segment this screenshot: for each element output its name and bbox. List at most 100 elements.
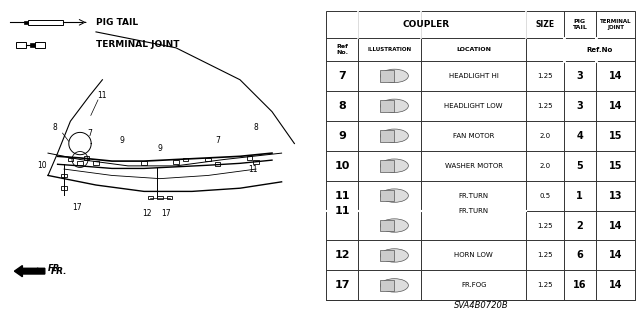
Text: 5: 5 — [577, 161, 583, 171]
FancyBboxPatch shape — [326, 11, 636, 300]
Text: COUPLER: COUPLER — [403, 20, 450, 29]
Text: Ref.No: Ref.No — [586, 47, 612, 53]
Text: 14: 14 — [609, 71, 622, 81]
Ellipse shape — [381, 99, 408, 113]
Text: SVA4B0720B: SVA4B0720B — [454, 301, 508, 310]
Text: 1.25: 1.25 — [537, 73, 553, 79]
Text: 10: 10 — [335, 161, 350, 171]
Text: FAN MOTOR: FAN MOTOR — [453, 133, 494, 139]
Text: 1.25: 1.25 — [537, 103, 553, 109]
Ellipse shape — [381, 129, 408, 143]
FancyBboxPatch shape — [61, 174, 67, 177]
Text: FR.FOG: FR.FOG — [461, 282, 486, 288]
Text: 14: 14 — [609, 250, 622, 260]
FancyBboxPatch shape — [68, 158, 73, 161]
FancyBboxPatch shape — [380, 190, 394, 202]
FancyBboxPatch shape — [61, 186, 67, 190]
Text: 10: 10 — [36, 161, 47, 170]
Text: 11: 11 — [335, 205, 350, 216]
Text: HORN LOW: HORN LOW — [454, 252, 493, 258]
FancyBboxPatch shape — [380, 279, 394, 291]
Text: 11: 11 — [248, 165, 257, 174]
Ellipse shape — [381, 159, 408, 172]
Text: 17: 17 — [161, 209, 172, 218]
FancyBboxPatch shape — [31, 43, 35, 47]
FancyBboxPatch shape — [380, 70, 394, 82]
Text: PIG TAIL: PIG TAIL — [96, 18, 138, 27]
Text: 7: 7 — [87, 130, 92, 138]
Text: 1.25: 1.25 — [537, 223, 553, 228]
Text: ILLUSTRATION: ILLUSTRATION — [367, 47, 412, 52]
FancyBboxPatch shape — [173, 160, 179, 164]
Text: HEADLIGHT HI: HEADLIGHT HI — [449, 73, 499, 79]
Text: 11: 11 — [98, 91, 107, 100]
Text: 13: 13 — [609, 190, 622, 201]
Text: 16: 16 — [573, 280, 586, 290]
Text: TERMINAL JOINT: TERMINAL JOINT — [96, 40, 179, 49]
Text: 14: 14 — [609, 220, 622, 231]
FancyBboxPatch shape — [167, 196, 172, 199]
FancyArrow shape — [14, 265, 45, 277]
Text: WASHER MOTOR: WASHER MOTOR — [445, 163, 502, 169]
Text: 17: 17 — [72, 203, 82, 212]
Text: 15: 15 — [609, 161, 622, 171]
Text: 9: 9 — [119, 136, 124, 145]
Text: 9: 9 — [157, 144, 163, 153]
Text: 3: 3 — [577, 101, 583, 111]
Text: FR.TURN: FR.TURN — [459, 208, 489, 213]
Text: 2: 2 — [577, 220, 583, 231]
Text: LOCATION: LOCATION — [456, 47, 491, 52]
Ellipse shape — [381, 69, 408, 83]
Text: 17: 17 — [335, 280, 350, 290]
Text: SIZE: SIZE — [536, 20, 554, 29]
Text: 4: 4 — [577, 131, 583, 141]
FancyBboxPatch shape — [157, 196, 163, 199]
FancyBboxPatch shape — [380, 160, 394, 172]
Text: 0.5: 0.5 — [540, 193, 550, 199]
FancyBboxPatch shape — [148, 196, 153, 199]
Text: 12: 12 — [143, 209, 152, 218]
FancyBboxPatch shape — [93, 161, 99, 165]
Text: FR.: FR. — [22, 264, 63, 273]
Text: 2.0: 2.0 — [540, 163, 550, 169]
FancyBboxPatch shape — [16, 42, 26, 48]
Text: 9: 9 — [338, 131, 346, 141]
FancyBboxPatch shape — [215, 162, 220, 166]
Text: 7: 7 — [339, 71, 346, 81]
Text: TERMINAL
JOINT: TERMINAL JOINT — [600, 19, 631, 30]
FancyBboxPatch shape — [35, 42, 45, 48]
FancyBboxPatch shape — [380, 130, 394, 142]
FancyBboxPatch shape — [380, 220, 394, 231]
Text: 8: 8 — [253, 123, 259, 132]
FancyBboxPatch shape — [380, 100, 394, 112]
Text: 14: 14 — [609, 101, 622, 111]
Text: PIG
TAIL: PIG TAIL — [572, 19, 588, 30]
Text: 14: 14 — [609, 280, 622, 290]
FancyBboxPatch shape — [24, 21, 28, 24]
Text: FR.TURN: FR.TURN — [459, 193, 489, 199]
FancyBboxPatch shape — [77, 161, 83, 165]
Text: 8: 8 — [52, 123, 57, 132]
FancyBboxPatch shape — [253, 160, 259, 164]
Text: 2.0: 2.0 — [540, 133, 550, 139]
Text: 12: 12 — [335, 250, 350, 260]
Ellipse shape — [381, 219, 408, 232]
Text: 11: 11 — [335, 190, 350, 201]
Text: 15: 15 — [609, 131, 622, 141]
FancyBboxPatch shape — [205, 158, 211, 161]
Text: 1.25: 1.25 — [537, 252, 553, 258]
Text: 1: 1 — [577, 190, 583, 201]
FancyBboxPatch shape — [380, 249, 394, 261]
Text: Ref
No.: Ref No. — [336, 44, 348, 55]
Text: 7: 7 — [215, 136, 220, 145]
Text: 1.25: 1.25 — [537, 282, 553, 288]
FancyBboxPatch shape — [84, 156, 89, 160]
Ellipse shape — [381, 249, 408, 262]
FancyBboxPatch shape — [141, 161, 147, 165]
FancyBboxPatch shape — [28, 20, 63, 25]
Text: 8: 8 — [339, 101, 346, 111]
Text: HEADLIGHT LOW: HEADLIGHT LOW — [444, 103, 503, 109]
Text: FR.: FR. — [51, 267, 68, 276]
Ellipse shape — [381, 189, 408, 202]
FancyBboxPatch shape — [183, 158, 188, 161]
